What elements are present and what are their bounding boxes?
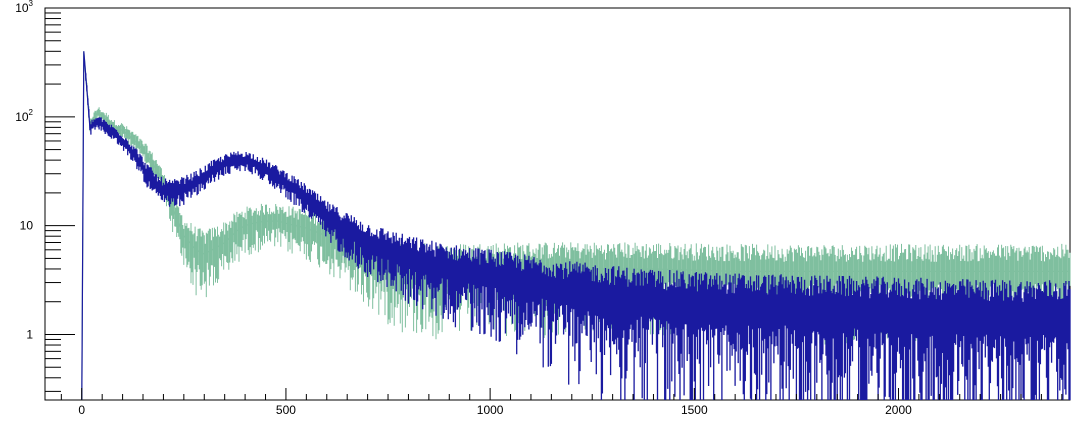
series-2-fluctuation: [85, 73, 1071, 400]
y-tick-label-10: 10: [20, 219, 34, 233]
series-2: [81, 51, 1071, 401]
x-tick-label-0: 0: [78, 403, 85, 417]
x-tick-label-1000: 1000: [477, 403, 504, 417]
y-tick-label-1000: 103: [15, 0, 33, 15]
axis-layer: 0 500 1000 1500 2000 1 10 102 103: [15, 0, 1063, 417]
x-tick-label-500: 500: [276, 403, 296, 417]
x-tick-label-2000: 2000: [885, 403, 912, 417]
series-layer: [81, 51, 1071, 401]
y-tick-label-1: 1: [26, 327, 33, 341]
y-tick-label-100: 102: [15, 108, 33, 124]
x-tick-label-1500: 1500: [681, 403, 708, 417]
plot-frame: [44, 7, 1071, 401]
